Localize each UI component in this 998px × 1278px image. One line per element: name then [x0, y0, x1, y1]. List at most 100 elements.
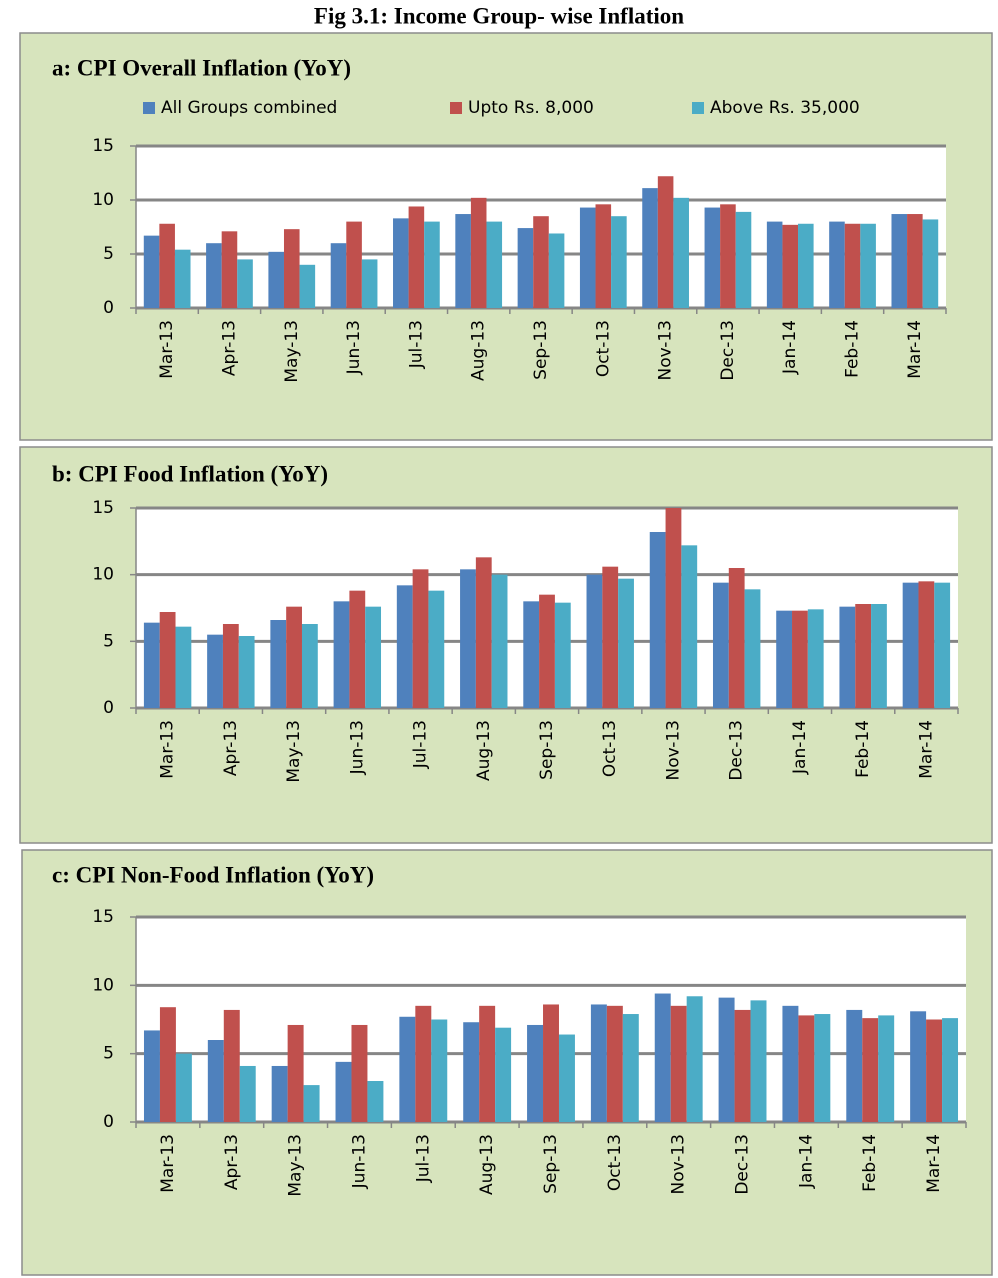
bar [239, 1065, 256, 1122]
y-tick-label: 0 [103, 698, 114, 718]
bar [431, 1019, 448, 1122]
bar [479, 1005, 496, 1122]
x-tick-label: Nov-13 [663, 720, 683, 781]
bar [396, 585, 413, 708]
x-tick-label: Mar-14 [916, 720, 936, 779]
bar [143, 622, 160, 708]
y-tick-label: 5 [103, 631, 114, 651]
bar [399, 1016, 416, 1122]
x-tick-label: Oct-13 [593, 320, 613, 377]
y-tick-label: 10 [92, 190, 114, 210]
bar [910, 1011, 927, 1122]
bar [268, 251, 284, 308]
bar [517, 228, 534, 308]
x-tick-label: Apr-13 [221, 720, 241, 776]
bar [907, 214, 923, 308]
x-tick-label: Feb-14 [860, 1134, 880, 1192]
bar [744, 589, 761, 708]
bar [665, 508, 682, 708]
bar [776, 610, 793, 708]
bar [558, 1034, 575, 1122]
bar [463, 1022, 480, 1122]
bar [174, 249, 191, 308]
x-tick-label: Nov-13 [656, 320, 676, 381]
bar [855, 604, 872, 708]
y-tick-label: 5 [103, 1044, 114, 1064]
x-tick-label: Jan-14 [796, 1134, 816, 1189]
bar [548, 233, 565, 308]
bar [642, 188, 658, 308]
bar [782, 224, 799, 308]
bar [301, 624, 318, 708]
legend-swatch [692, 102, 704, 114]
bar [143, 1030, 160, 1122]
bar [926, 1019, 943, 1122]
bar [408, 206, 425, 308]
x-tick-label: Mar-13 [158, 1134, 178, 1193]
bar [829, 221, 845, 308]
y-tick-label: 15 [92, 907, 114, 927]
x-tick-label: Jan-14 [780, 320, 800, 375]
bar [728, 568, 745, 708]
bar [871, 604, 887, 708]
bar [207, 1040, 224, 1122]
bar [330, 243, 347, 308]
bar [470, 197, 487, 308]
bar [766, 221, 783, 308]
bar [361, 259, 378, 308]
bar [657, 176, 674, 308]
legend-label: All Groups combined [161, 98, 337, 118]
bar [606, 1005, 623, 1122]
y-tick-label: 0 [103, 1112, 114, 1132]
x-tick-label: Apr-13 [219, 320, 239, 376]
bar [237, 259, 253, 308]
bar [750, 1000, 767, 1122]
y-tick-label: 10 [92, 565, 114, 585]
bar [283, 229, 300, 308]
bar [365, 606, 382, 708]
bar [704, 207, 721, 308]
x-tick-label: Nov-13 [669, 1134, 689, 1195]
bar [891, 214, 908, 308]
bar [670, 1005, 687, 1122]
bar [533, 216, 549, 308]
x-tick-label: Mar-14 [924, 1134, 944, 1193]
bar [367, 1081, 384, 1122]
x-tick-label: Sep-13 [537, 720, 557, 780]
x-tick-label: Dec-13 [733, 1134, 753, 1195]
bar [486, 221, 503, 308]
legend-swatch [450, 102, 462, 114]
bar [539, 594, 555, 708]
bar [412, 569, 429, 708]
bar [807, 609, 824, 708]
bar [844, 223, 861, 308]
bar [618, 578, 634, 708]
bar [159, 223, 175, 308]
bar [649, 532, 666, 708]
y-tick-label: 5 [103, 244, 114, 264]
bar [527, 1024, 544, 1122]
bar [862, 1018, 879, 1122]
bar [782, 1005, 799, 1122]
bar [735, 211, 752, 308]
bar [523, 601, 540, 708]
bar [720, 204, 736, 308]
legend-label: Upto Rs. 8,000 [468, 98, 594, 118]
x-tick-label: Jan-14 [790, 720, 810, 775]
bar [681, 545, 698, 708]
chart-title: b: CPI Food Inflation (YoY) [52, 461, 328, 486]
bar [286, 606, 302, 708]
bar [878, 1015, 895, 1122]
bar [495, 1027, 512, 1122]
y-tick-label: 0 [103, 298, 114, 318]
y-tick-label: 10 [92, 975, 114, 995]
bar [143, 235, 160, 308]
bar [718, 997, 735, 1122]
x-tick-label: Dec-13 [727, 720, 747, 781]
x-tick-label: Jul-13 [411, 720, 431, 769]
bar [221, 231, 238, 308]
bar [543, 1004, 559, 1122]
legend-swatch [143, 102, 155, 114]
x-tick-label: Aug-13 [477, 1134, 497, 1195]
